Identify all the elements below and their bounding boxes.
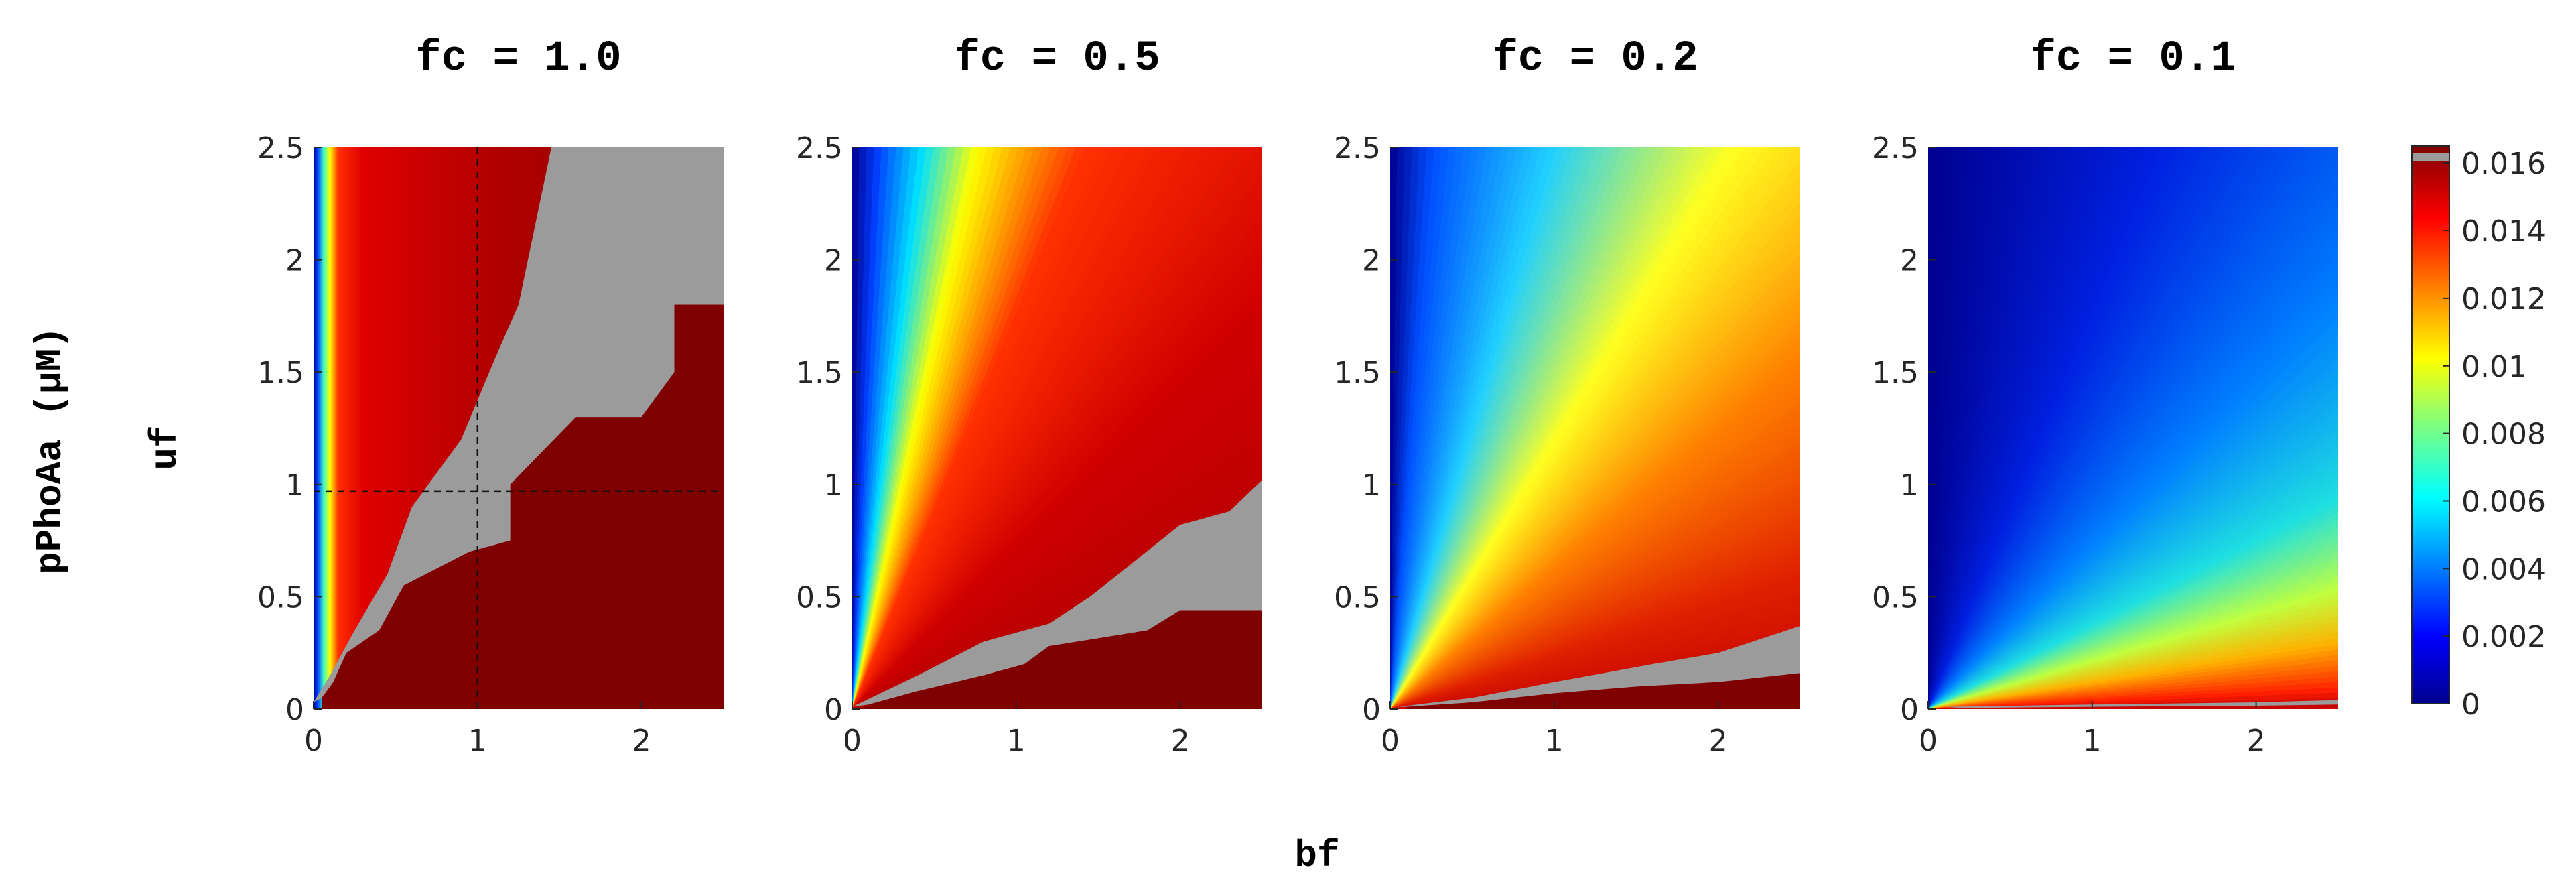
x-tick-label: 2 [1709,724,1728,758]
x-tick-label: 0 [1381,724,1400,758]
y-tick-label: 1 [285,468,304,503]
colorbar-tick-label: 0.012 [2461,282,2546,316]
panel-3: fc = 0.2 0 1 2 0 0.5 1 1.5 2 2.5 [1334,35,1800,758]
gray-region [1398,625,1800,707]
colorbar-tick-label: 0.002 [2461,620,2546,654]
panel-title: fc = 0.1 [2030,35,2236,83]
x-tick-label: 1 [468,724,487,758]
x-tick-label: 2 [2247,724,2266,758]
gray-region [852,480,1262,707]
heatmap-surface [1390,147,1800,709]
panels: fc = 1.0 0 1 2 0 0.5 1 1.5 2 2.5 fc = 0.5 0 1 2 0 0.5 1 1… [257,35,2338,758]
y-tick-label: 2.5 [1334,131,1381,166]
y-tick-label: 1.5 [796,356,843,390]
colorbar-tick-label: 0.008 [2461,418,2546,452]
panel-title: fc = 0.5 [954,35,1160,83]
colorbar-gray-marker [2413,153,2449,161]
y-tick-label: 2.5 [796,131,843,166]
y-tick-label: 0 [285,693,304,727]
x-tick-label: 0 [1919,724,1938,758]
dark-region [1406,673,1800,709]
y-tick-label: 1 [824,468,843,503]
panel-title: fc = 0.2 [1492,35,1698,83]
dark-region [860,610,1262,709]
gray-region [314,147,724,702]
colorbar-tick-label: 0.004 [2461,552,2546,586]
y-tick-label: 1.5 [257,356,304,390]
gray-region [1944,700,2338,708]
x-tick-label: 1 [1007,724,1026,758]
y-tick-label: 2 [1362,244,1381,278]
panel-4: fc = 0.1 0 1 2 0 0.5 1 1.5 2 2.5 [1872,35,2338,758]
y-tick-label: 0 [824,693,843,727]
heatmap-surface [1928,147,2338,709]
panel-2: fc = 0.5 0 1 2 0 0.5 1 1.5 2 2.5 [796,35,1262,758]
x-tick-label: 2 [632,724,651,758]
y-tick-label: 0.5 [257,580,304,615]
y-tick-label: 1.5 [1334,356,1381,390]
dark-region [322,304,724,709]
outer-y-axis-label: pPhoAa (μM) [29,326,72,574]
y-tick-label: 2 [1900,244,1919,278]
y-tick-label: 0 [1362,693,1381,727]
y-tick-label: 2.5 [1872,131,1919,166]
colorbar-tick-label: 0 [2461,688,2480,722]
y-tick-label: 2 [824,244,843,278]
x-tick-label: 0 [843,724,862,758]
y-axis-label: uf [144,425,187,470]
y-tick-label: 1 [1362,468,1381,503]
panel-title: fc = 1.0 [415,35,621,83]
colorbar-tick-label: 0.01 [2461,350,2527,384]
x-axis-label: bf [1294,834,1339,877]
y-tick-label: 0.5 [796,580,843,615]
y-tick-label: 1.5 [1872,356,1919,390]
colorbar-tick-label: 0.006 [2461,485,2546,519]
panel-1: fc = 1.0 0 1 2 0 0.5 1 1.5 2 2.5 [257,35,724,758]
colorbar-tick-label: 0.016 [2461,147,2546,181]
x-tick-label: 1 [1545,724,1564,758]
colorbar-gradient [2411,145,2450,704]
x-tick-label: 0 [304,724,323,758]
y-tick-label: 0 [1900,693,1919,727]
y-tick-label: 2.5 [257,131,304,166]
colorbar-tick-label: 0.014 [2461,214,2546,249]
y-tick-label: 2 [285,244,304,278]
y-tick-label: 0.5 [1872,580,1919,615]
x-tick-label: 1 [2083,724,2102,758]
colorbar: 0 0.002 0.004 0.006 0.008 0.01 0.012 0.014 0.016 [2411,145,2546,722]
y-tick-label: 0.5 [1334,580,1381,615]
y-tick-label: 1 [1900,468,1919,503]
x-tick-label: 2 [1171,724,1190,758]
